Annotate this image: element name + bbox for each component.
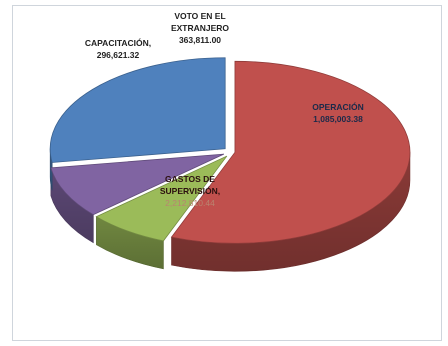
slice-value-label-1: 296,621.32: [97, 50, 140, 60]
slice-side-shade-1: [96, 216, 164, 269]
slice-side-shade-2: [50, 167, 94, 243]
slice-label-0-line-1: SUPERVISIÓN,: [160, 185, 220, 196]
slice-value-label-0: 2,212,810.44: [165, 198, 215, 208]
pie-slices: [49, 57, 411, 272]
slice-label-2-line-0: VOTO EN EL: [174, 11, 225, 21]
pie-slice-2: [50, 153, 225, 216]
slice-label-0-line-0: GASTOS DE: [165, 174, 215, 184]
pie-slice-0: [170, 60, 411, 244]
pie-slice-3: [49, 57, 226, 163]
slice-value-label-2: 363,811.00: [179, 35, 221, 45]
slice-label-2-line-1: EXTRANJERO: [171, 23, 229, 33]
slice-side-shade-0: [171, 152, 410, 272]
slice-label-1-line-0: CAPACITACIÓN,: [85, 37, 151, 48]
slice-label-3-line-0: OPERACIÓN: [312, 101, 363, 112]
pie-slice-1: [95, 155, 228, 242]
slice-value-label-3: 1,085,003.38: [313, 114, 363, 124]
